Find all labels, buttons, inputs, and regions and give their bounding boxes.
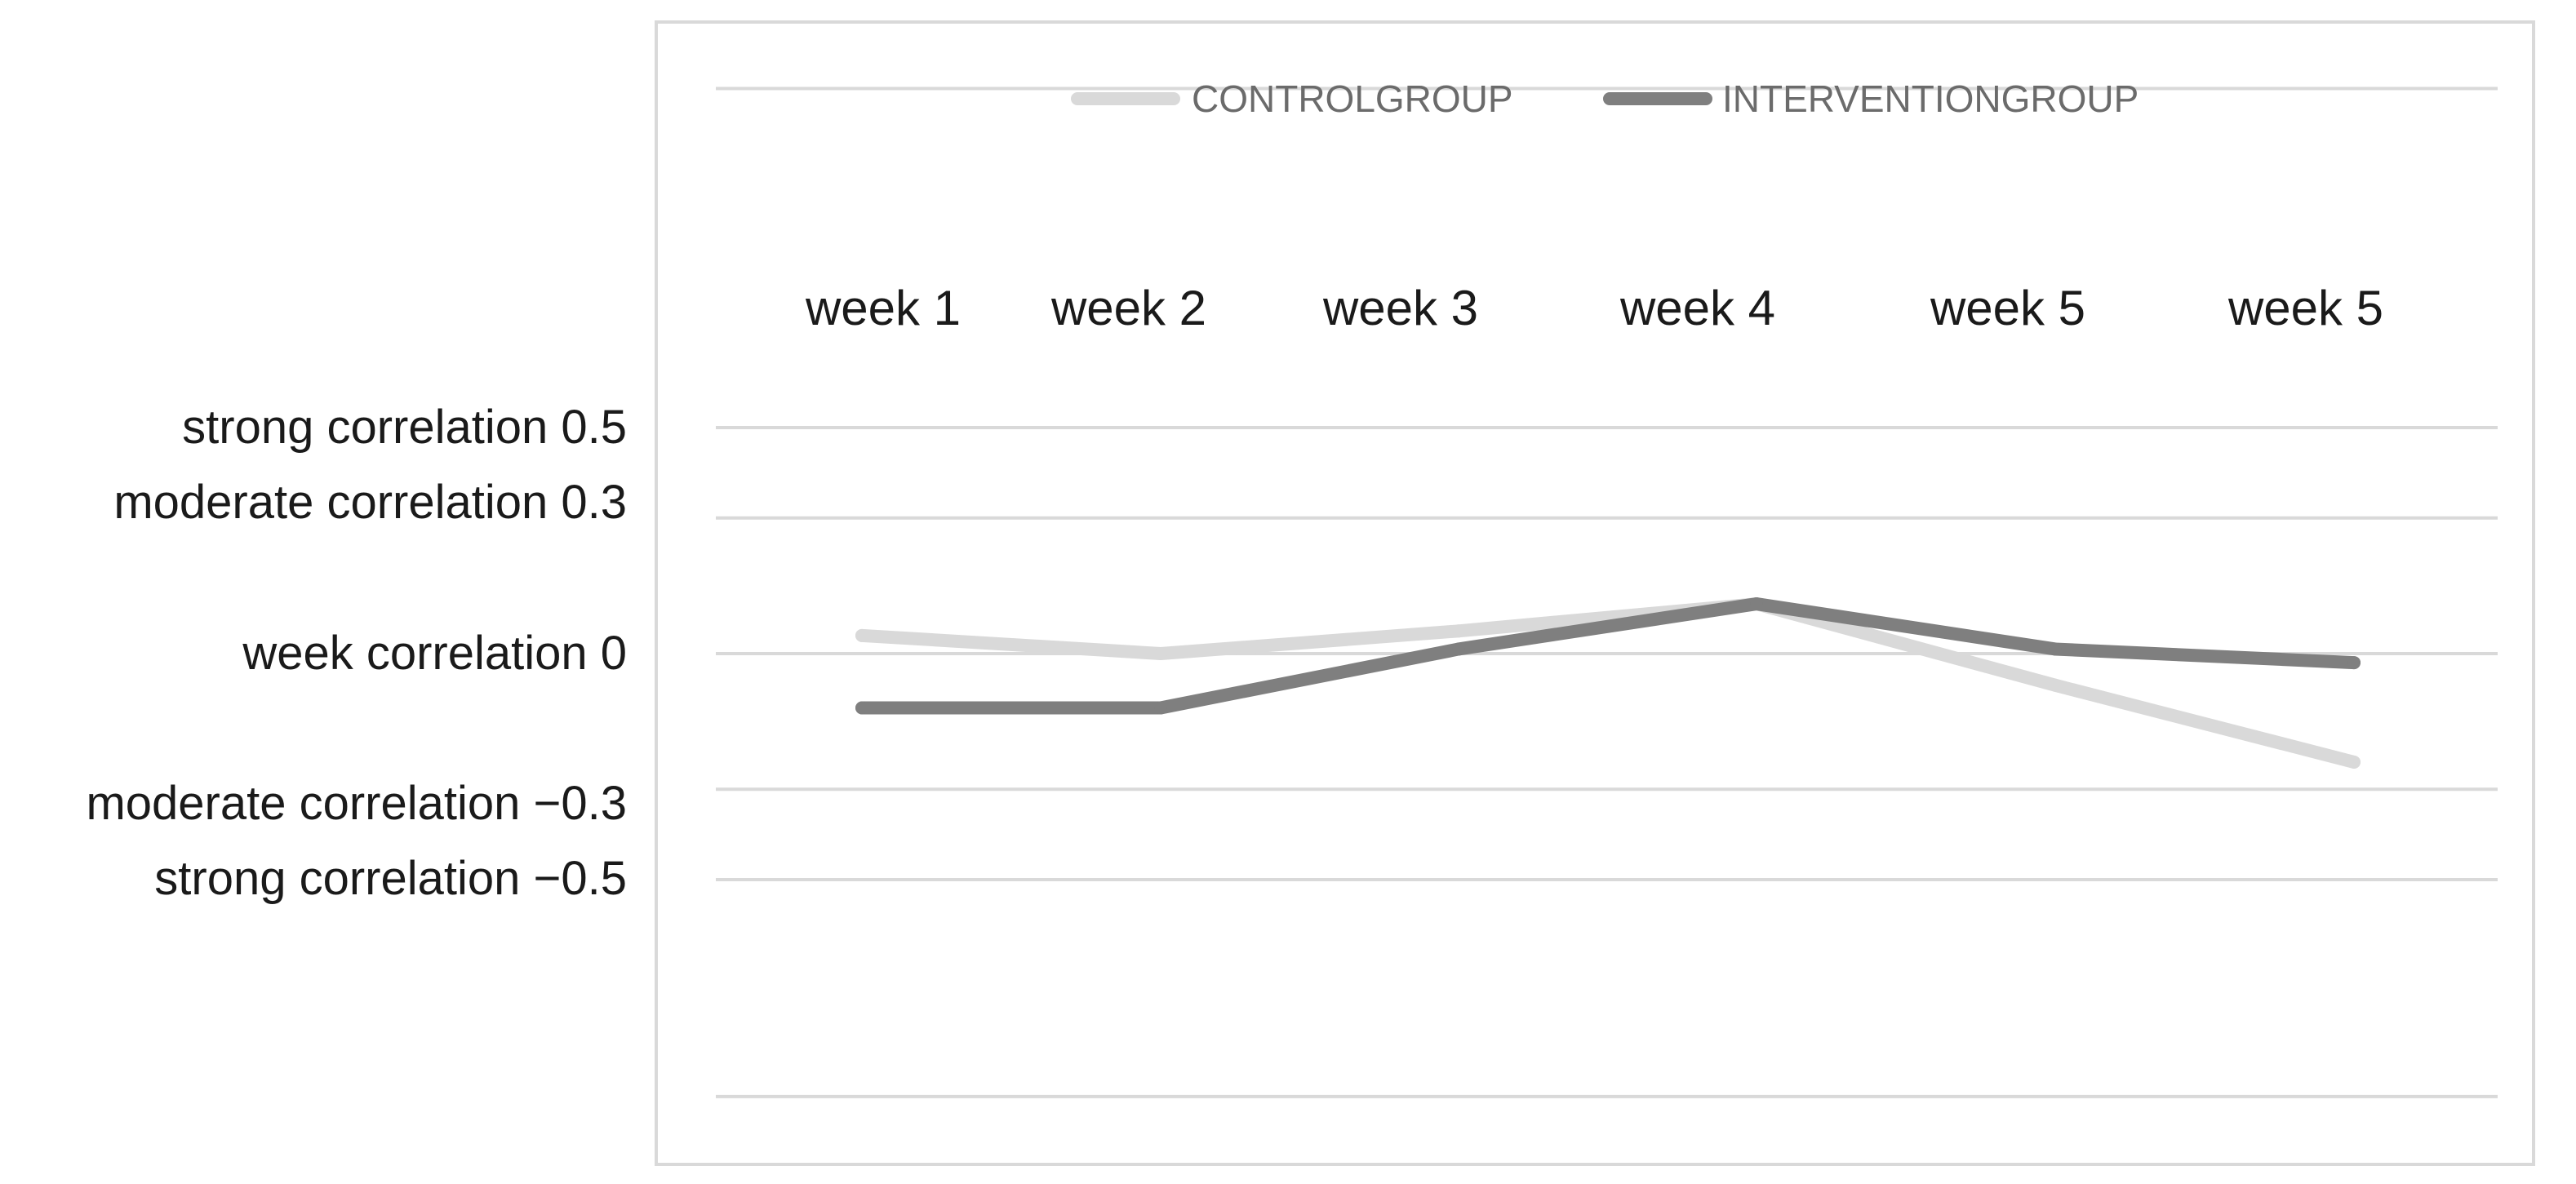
- y-tick-label-strong-positive: strong correlation 0.5: [182, 401, 627, 454]
- legend-label-control: CONTROLGROUP: [1192, 78, 1513, 120]
- legend-label-intervention: INTERVENTIONGROUP: [1722, 78, 2139, 120]
- data-point-control-1: [855, 628, 868, 642]
- y-tick-label-moderate-negative: moderate correlation −0.3: [86, 777, 627, 830]
- data-point-control-2: [1154, 647, 1167, 660]
- x-tick-label-week-2: week 2: [1050, 281, 1206, 335]
- legend: CONTROLGROUP INTERVENTIONGROUP: [1071, 78, 2139, 120]
- x-tick-labels: week 1 week 2 week 3 week 4 week 5 week …: [805, 281, 2383, 335]
- data-point-intervention-4: [1750, 597, 1763, 611]
- data-point-intervention-3: [1452, 642, 1465, 656]
- data-point-intervention-5: [2049, 642, 2062, 656]
- x-tick-label-week-1: week 1: [805, 281, 961, 335]
- y-tick-label-strong-negative: strong correlation −0.5: [154, 852, 627, 905]
- x-tick-label-week-3: week 3: [1322, 281, 1478, 335]
- plot-frame: [655, 20, 2535, 1166]
- data-point-intervention-6: [2347, 656, 2361, 670]
- x-tick-label-week-5-second: week 5: [2227, 281, 2383, 335]
- data-point-control-6: [2347, 755, 2361, 769]
- data-point-intervention-2: [1154, 701, 1167, 715]
- series-line-control: [855, 597, 2361, 769]
- data-point-control-3: [1452, 624, 1465, 638]
- y-tick-labels: strong correlation 0.5 moderate correlat…: [86, 401, 627, 905]
- x-tick-label-week-4: week 4: [1619, 281, 1775, 335]
- y-tick-label-moderate-positive: moderate correlation 0.3: [113, 476, 627, 529]
- x-tick-label-week-5: week 5: [1930, 281, 2085, 335]
- y-tick-label-zero: week correlation 0: [242, 627, 627, 680]
- data-point-intervention-1: [855, 701, 868, 715]
- data-point-control-5: [2049, 678, 2062, 692]
- series-layer: [855, 597, 2361, 769]
- gridlines: [716, 86, 2498, 1098]
- series-line-intervention: [855, 597, 2361, 715]
